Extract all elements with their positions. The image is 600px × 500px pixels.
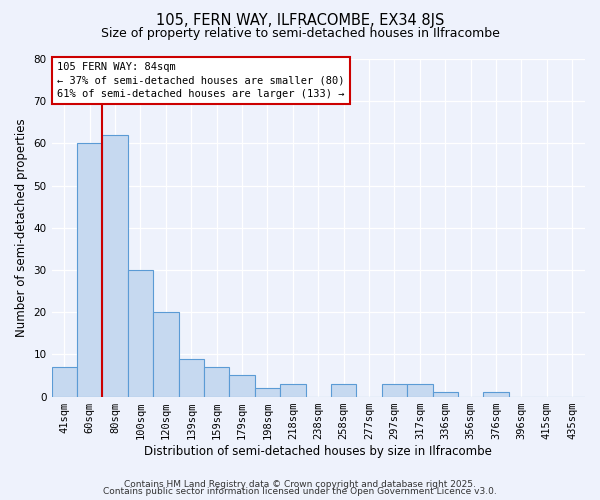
X-axis label: Distribution of semi-detached houses by size in Ilfracombe: Distribution of semi-detached houses by … bbox=[145, 444, 492, 458]
Bar bbox=[103, 135, 128, 396]
Bar bbox=[255, 388, 280, 396]
Bar bbox=[153, 312, 179, 396]
Bar bbox=[77, 144, 103, 396]
Bar bbox=[407, 384, 433, 396]
Bar bbox=[331, 384, 356, 396]
Text: Contains HM Land Registry data © Crown copyright and database right 2025.: Contains HM Land Registry data © Crown c… bbox=[124, 480, 476, 489]
Bar bbox=[433, 392, 458, 396]
Bar bbox=[280, 384, 305, 396]
Bar bbox=[52, 367, 77, 396]
Y-axis label: Number of semi-detached properties: Number of semi-detached properties bbox=[15, 118, 28, 337]
Bar bbox=[179, 358, 204, 397]
Bar bbox=[484, 392, 509, 396]
Text: Contains public sector information licensed under the Open Government Licence v3: Contains public sector information licen… bbox=[103, 487, 497, 496]
Bar bbox=[128, 270, 153, 396]
Text: Size of property relative to semi-detached houses in Ilfracombe: Size of property relative to semi-detach… bbox=[101, 28, 499, 40]
Bar bbox=[229, 376, 255, 396]
Text: 105, FERN WAY, ILFRACOMBE, EX34 8JS: 105, FERN WAY, ILFRACOMBE, EX34 8JS bbox=[156, 12, 444, 28]
Bar bbox=[204, 367, 229, 396]
Bar bbox=[382, 384, 407, 396]
Text: 105 FERN WAY: 84sqm
← 37% of semi-detached houses are smaller (80)
61% of semi-d: 105 FERN WAY: 84sqm ← 37% of semi-detach… bbox=[57, 62, 344, 99]
